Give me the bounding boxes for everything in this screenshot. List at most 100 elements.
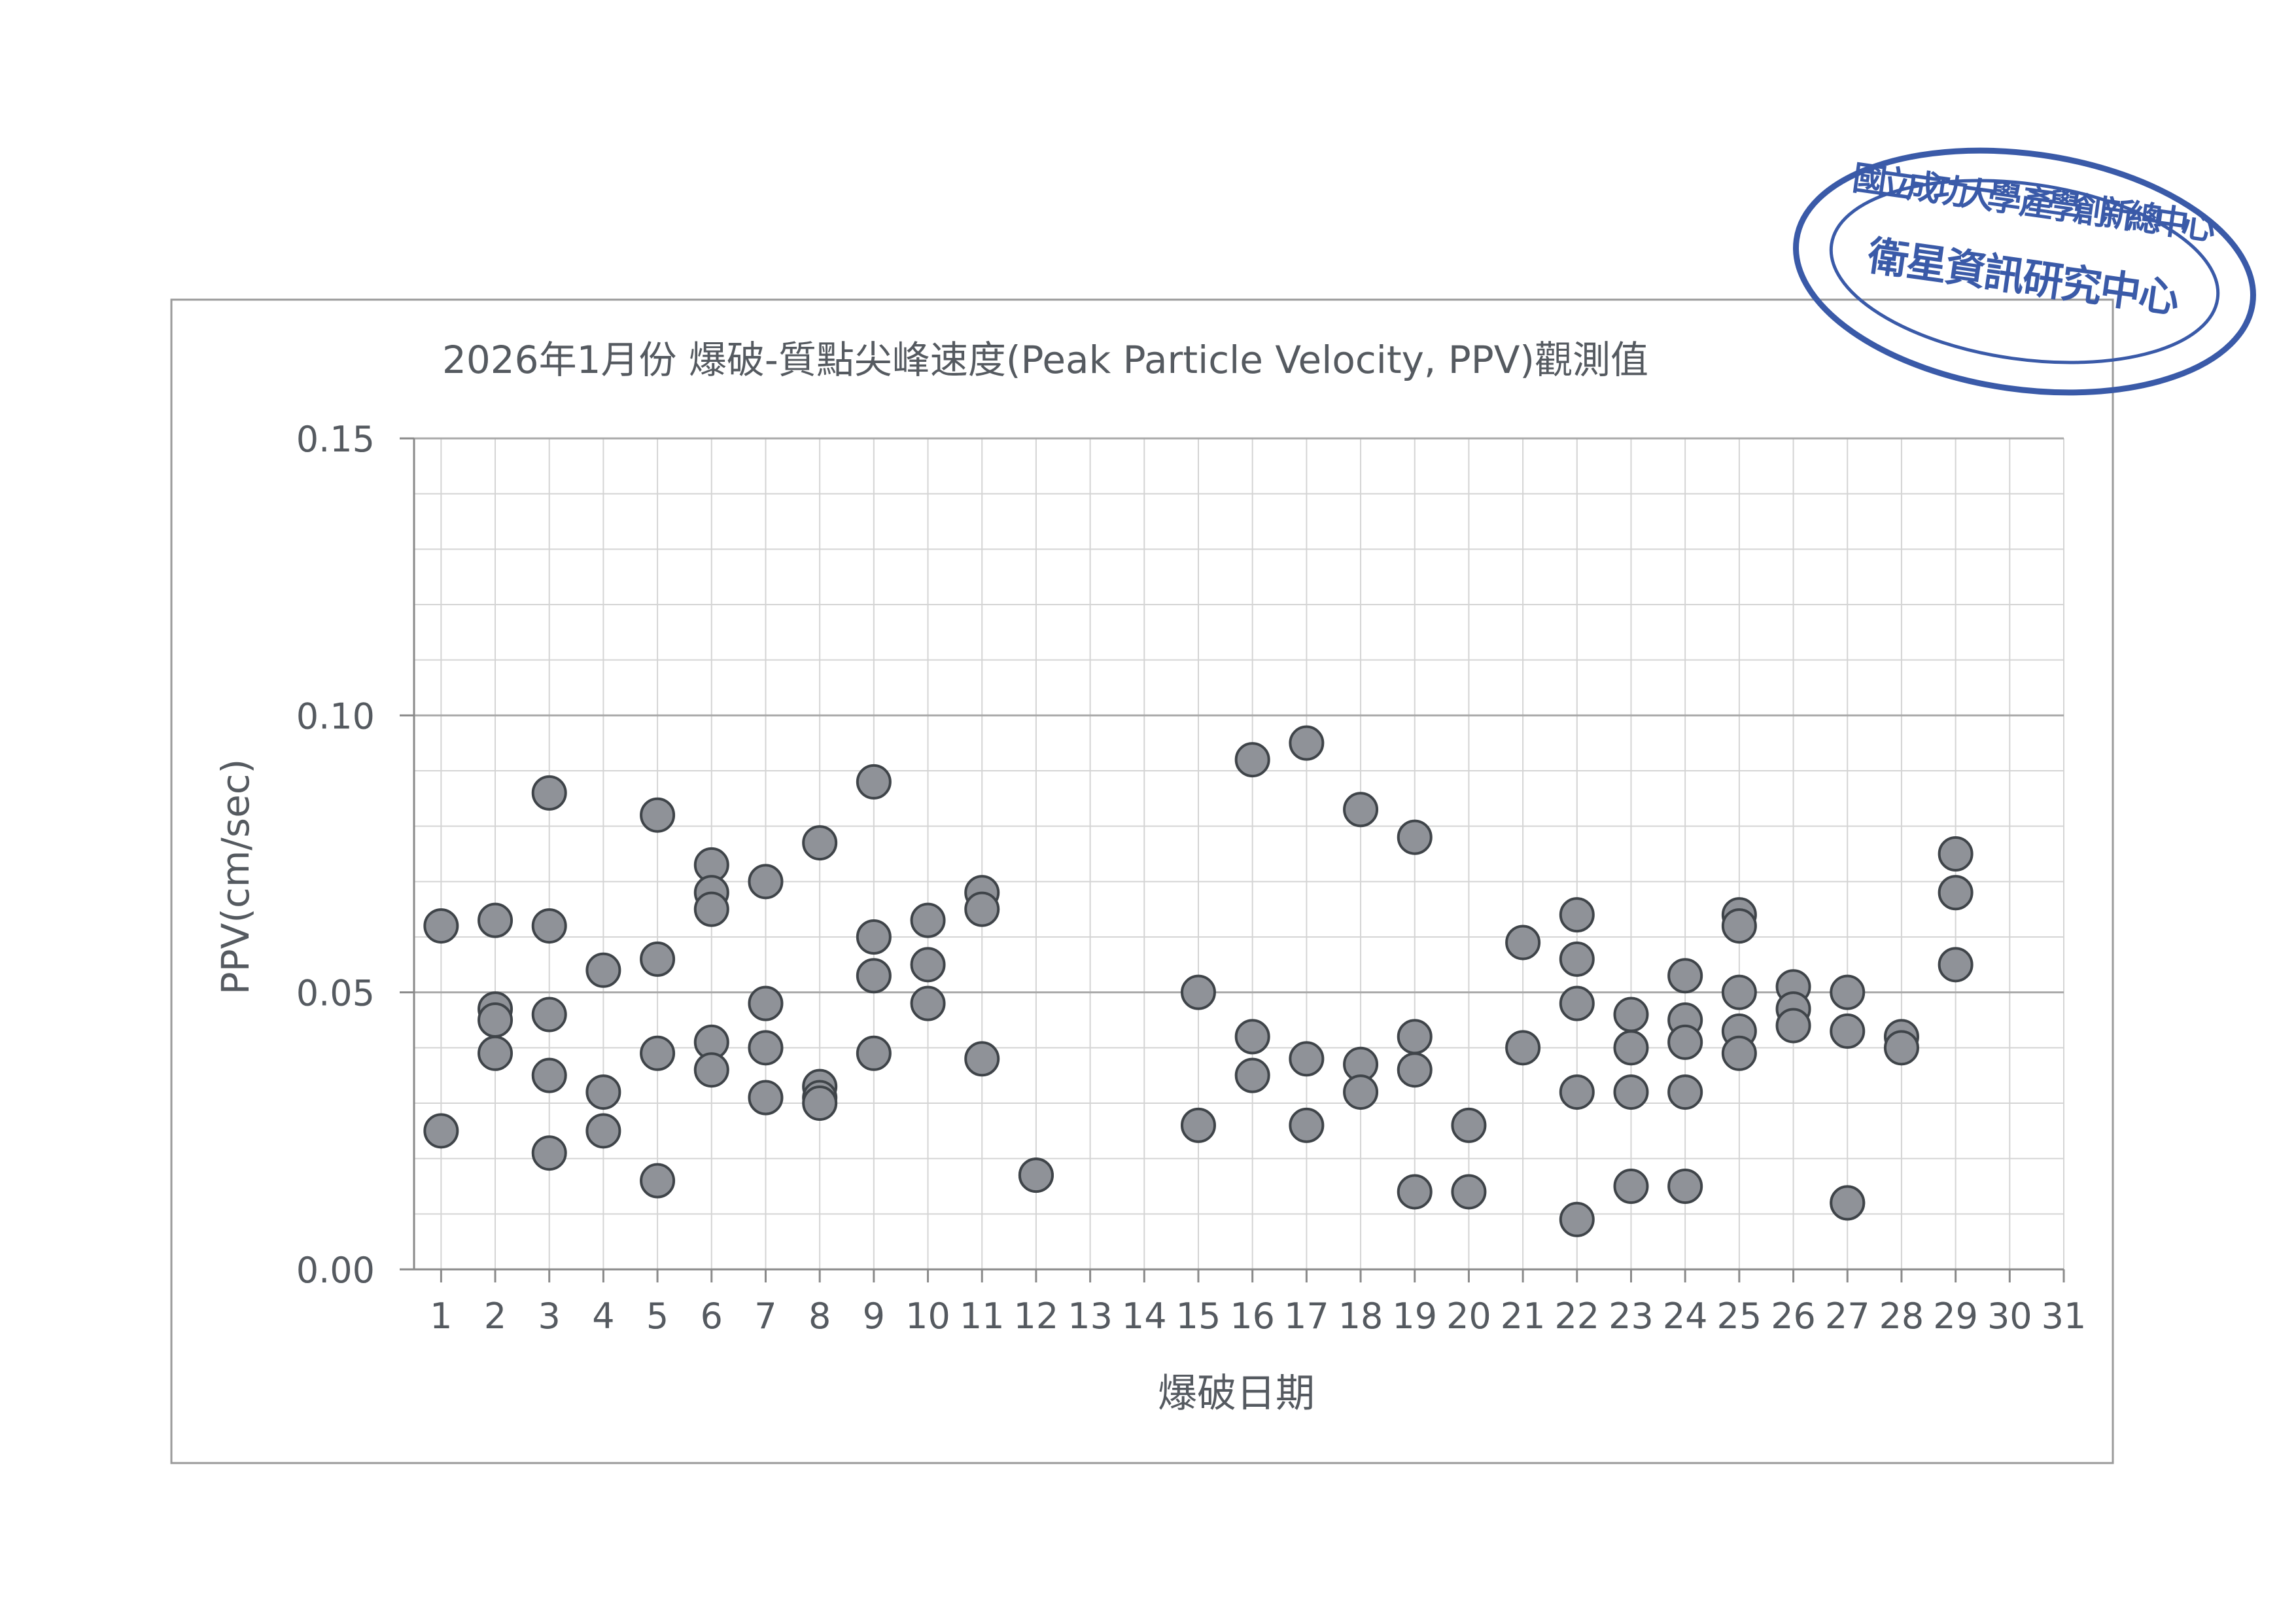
data-point (1289, 1041, 1325, 1077)
data-point (1559, 897, 1595, 933)
data-point (693, 1052, 729, 1088)
data-point (856, 764, 892, 800)
x-tick-label: 25 (1717, 1296, 1762, 1337)
data-point (1505, 925, 1541, 961)
data-point (478, 1002, 513, 1038)
x-tick-label: 5 (646, 1296, 669, 1337)
y-tick-labels: 0.00 0.05 0.10 0.15 (296, 419, 375, 1291)
data-point (1613, 1169, 1649, 1204)
data-point (856, 919, 892, 955)
x-tick-label: 6 (701, 1296, 723, 1337)
data-point (748, 1080, 784, 1116)
data-point (1397, 1052, 1433, 1088)
seal-outer-text: 國立成功大學 產學創新總中心 (1850, 158, 2218, 248)
data-point (1451, 1174, 1487, 1210)
data-point (1234, 742, 1270, 778)
data-point (693, 891, 729, 927)
data-point (640, 1035, 676, 1071)
data-point (1559, 985, 1595, 1021)
data-point (802, 1086, 838, 1121)
y-tick-label: 0.00 (296, 1250, 375, 1291)
data-point (748, 985, 784, 1021)
data-point (1613, 1030, 1649, 1066)
data-point (1613, 997, 1649, 1033)
data-point (531, 1135, 567, 1171)
x-tick-label: 10 (905, 1296, 950, 1337)
x-tick-label: 30 (1987, 1296, 2032, 1337)
data-point (856, 1035, 892, 1071)
data-point (1559, 941, 1595, 977)
x-tick-label: 2 (484, 1296, 506, 1337)
x-tick-label: 16 (1230, 1296, 1275, 1337)
data-point (1559, 1201, 1595, 1237)
data-point (910, 985, 946, 1021)
y-axis-label: PPV(cm/sec) (213, 759, 258, 995)
data-point (640, 1163, 676, 1199)
data-point (531, 997, 567, 1033)
data-point (748, 864, 784, 900)
data-point (1343, 792, 1379, 828)
data-point (531, 775, 567, 811)
data-point (1667, 1024, 1703, 1060)
data-point (1559, 1074, 1595, 1110)
x-tick-label: 9 (863, 1296, 885, 1337)
data-point (423, 1113, 459, 1149)
data-point (1234, 1057, 1270, 1093)
data-point (1883, 1030, 1919, 1066)
data-point (640, 797, 676, 833)
data-point (1397, 819, 1433, 855)
data-point (1289, 725, 1325, 761)
data-point (1505, 1030, 1541, 1066)
data-point (856, 958, 892, 994)
x-tick-label: 12 (1014, 1296, 1059, 1337)
data-point (423, 908, 459, 944)
data-point (1234, 1019, 1270, 1055)
x-tick-label: 7 (754, 1296, 776, 1337)
y-tick-label: 0.15 (296, 419, 375, 460)
data-point (531, 1057, 567, 1093)
data-point (1180, 1107, 1216, 1143)
x-tick-label: 13 (1068, 1296, 1113, 1337)
data-point (964, 1041, 1000, 1077)
data-point (1938, 875, 1974, 911)
y-tick-label: 0.05 (296, 973, 375, 1014)
data-point (1938, 836, 1974, 872)
data-point (1451, 1107, 1487, 1143)
x-tick-label: 29 (1933, 1296, 1978, 1337)
data-point (1830, 1013, 1866, 1049)
x-tick-label: 22 (1554, 1296, 1599, 1337)
x-tick-label: 18 (1338, 1296, 1383, 1337)
data-point (748, 1030, 784, 1066)
data-point (1721, 1035, 1757, 1071)
x-tick-label: 3 (538, 1296, 561, 1337)
x-tick-label: 17 (1284, 1296, 1329, 1337)
x-tick-label: 14 (1122, 1296, 1167, 1337)
x-tick-label: 28 (1879, 1296, 1924, 1337)
x-tick-labels: 1 2 3 4 5 6 7 8 9 10 11 12 13 14 15 16 17 18 19 20 21 22 23 24 2… (430, 1296, 2086, 1337)
x-tick-label: 27 (1825, 1296, 1870, 1337)
x-tick-label: 1 (430, 1296, 452, 1337)
data-point (478, 902, 513, 938)
data-point (1830, 1185, 1866, 1221)
data-point (531, 908, 567, 944)
axes (400, 437, 2065, 1282)
data-points (423, 725, 1974, 1237)
data-point (585, 1113, 621, 1149)
x-tick-label: 21 (1501, 1296, 1546, 1337)
x-tick-label: 26 (1771, 1296, 1816, 1337)
x-tick-label: 24 (1663, 1296, 1708, 1337)
data-point (1397, 1174, 1433, 1210)
data-point (1938, 947, 1974, 983)
data-point (1721, 908, 1757, 944)
data-point (1667, 1169, 1703, 1204)
data-point (1667, 958, 1703, 994)
data-point (1180, 974, 1216, 1010)
data-point (910, 902, 946, 938)
data-point (585, 1074, 621, 1110)
data-point (1397, 1019, 1433, 1055)
data-point (964, 891, 1000, 927)
data-point (1018, 1157, 1054, 1193)
chart-title: 2026年1月份 爆破-質點尖峰速度(Peak Particle Velocit… (442, 338, 1648, 382)
data-point (802, 825, 838, 861)
